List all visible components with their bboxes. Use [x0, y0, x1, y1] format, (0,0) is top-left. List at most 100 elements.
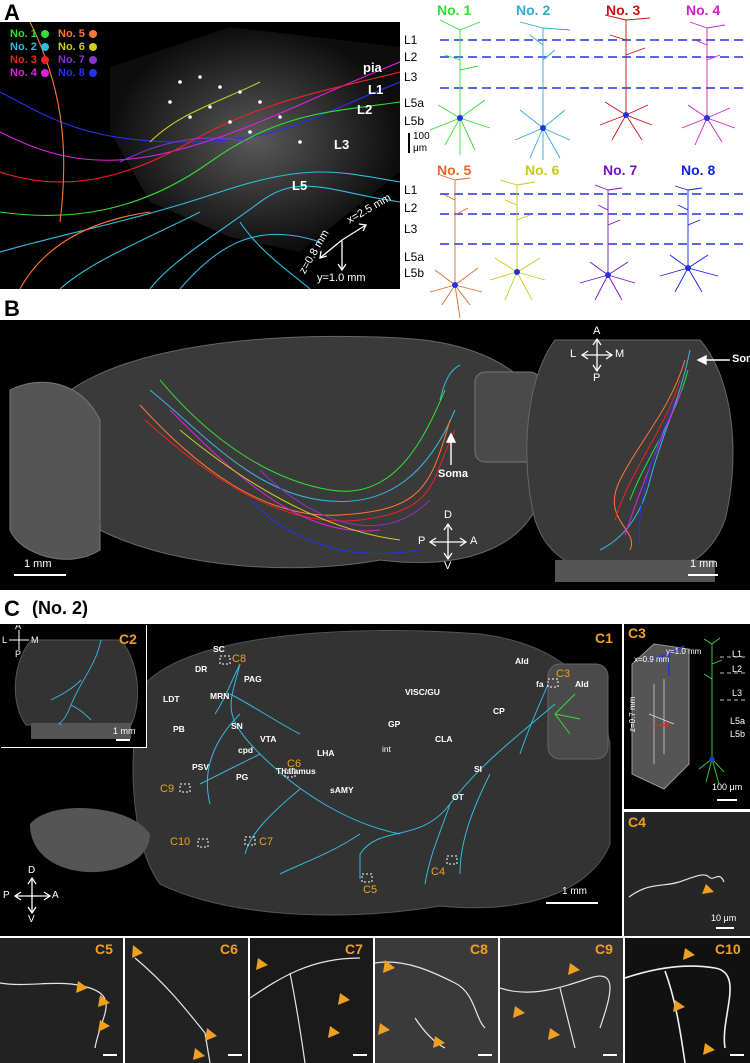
legend-no2: No. 2 — [10, 41, 37, 53]
neuron-title-no5: No. 5 — [437, 162, 472, 178]
c8-label: C8 — [470, 941, 488, 957]
neuron-title-no1: No. 1 — [437, 2, 472, 18]
c2-label: C2 — [119, 631, 137, 647]
scale-label-c3: 100 μm — [712, 782, 743, 792]
layer-l5a-top: L5a — [404, 96, 425, 110]
axis-v-c1: V — [28, 914, 35, 925]
axes-arrows-a — [319, 223, 367, 272]
panel-c10-image: C10 — [625, 938, 750, 1063]
scale-label-b-left: 1 mm — [24, 558, 52, 570]
region-fa: fa — [536, 679, 544, 689]
region-int: int — [382, 744, 391, 754]
region-sc: SC — [213, 644, 225, 654]
legend-no6: No. 6 — [58, 41, 85, 53]
region-sn: SN — [231, 721, 243, 731]
region-dr: DR — [195, 664, 208, 674]
panel-c3-drawing — [631, 637, 748, 801]
layer-l1-top: L1 — [404, 33, 418, 47]
panel-c2-brain — [9, 630, 139, 741]
panel-b-image: Soma Soma 1 mm 1 mm D V P A A P L M — [0, 320, 750, 590]
panel-b-brains — [9, 335, 734, 582]
soma-label-lateral: Soma — [438, 468, 468, 480]
callout-c8: C8 — [232, 653, 247, 665]
callout-c4: C4 — [431, 866, 446, 878]
axis-p-c1: P — [3, 890, 10, 901]
axis-p-b: P — [418, 535, 426, 547]
label-l5: L5 — [292, 178, 308, 193]
panel-a-image: No. 1 No. 5 No. 2 No. 6 No. 3 No. 7 No. … — [0, 22, 400, 289]
neuron-title-no4: No. 4 — [686, 2, 721, 18]
region-aid-2: AId — [575, 679, 589, 689]
c3-layer-l5b: L5b — [730, 729, 746, 739]
neuron-title-no6: No. 6 — [525, 162, 560, 178]
axis-p-b-dorsal: P — [593, 372, 601, 384]
layer-l2-top: L2 — [404, 50, 418, 64]
panel-c8-image: C8 — [375, 938, 498, 1063]
neuron-title-no2: No. 2 — [516, 2, 551, 18]
callout-c5: C5 — [363, 884, 378, 896]
legend-no4: No. 4 — [10, 67, 37, 79]
panel-c9-fiber — [500, 963, 617, 1056]
c3-layer-l2: L2 — [732, 664, 743, 674]
panel-c4-fiber — [628, 874, 734, 929]
axis-l-b-dorsal: L — [570, 348, 577, 360]
neuron-reconstructions-svg — [429, 14, 745, 319]
callout-c3: C3 — [556, 668, 571, 680]
c5-label: C5 — [95, 941, 113, 957]
panel-c-label: C — [4, 596, 20, 621]
callout-c9: C9 — [160, 783, 175, 795]
c1-label: C1 — [595, 630, 613, 646]
panel-c8-fiber — [375, 960, 492, 1056]
region-pag: PAG — [244, 674, 262, 684]
c9-label: C9 — [595, 941, 613, 957]
c7-label: C7 — [345, 941, 363, 957]
region-vta: VTA — [260, 734, 277, 744]
layer-l3-bottom: L3 — [404, 222, 418, 236]
scale-label-c1: 1 mm — [562, 886, 587, 897]
neuron-title-no3: No. 3 — [606, 2, 641, 18]
c4-label: C4 — [628, 814, 646, 830]
layer-l5b-top: L5b — [404, 114, 425, 128]
label-pia: pia — [363, 60, 382, 75]
layer-l1-bottom: L1 — [404, 183, 418, 197]
scale-label-c2: 1 mm — [113, 726, 136, 736]
panel-a-neurons — [0, 22, 400, 289]
panel-a-label: A — [4, 0, 20, 25]
region-samy: sAMY — [330, 785, 354, 795]
panel-c5-image: C5 — [0, 938, 123, 1063]
c6-label: C6 — [220, 941, 238, 957]
axis-d-b: D — [444, 509, 452, 521]
region-mrn: MRN — [210, 691, 230, 701]
legend-no1: No. 1 — [10, 28, 37, 40]
region-si: SI — [474, 764, 483, 774]
bottom-micrograph-row: C5 C6 C7 C8 C9 — [0, 938, 750, 1063]
c3-axis-y: y=1.0 mm — [666, 647, 702, 656]
axis-p-c2: P — [15, 649, 22, 659]
legend-no7: No. 7 — [58, 54, 85, 66]
region-aid: AId — [515, 656, 529, 666]
region-lha: LHA — [317, 748, 335, 758]
region-pg: PG — [236, 772, 249, 782]
axis-m-c2: M — [31, 635, 39, 645]
c3-axis-z: z=0.7 mm — [628, 696, 637, 732]
panel-c1-brain — [13, 630, 611, 916]
region-gp: GP — [388, 719, 401, 729]
legend-no5: No. 5 — [58, 28, 85, 40]
panel-c5-fiber — [0, 981, 117, 1056]
axis-a-b-dorsal: A — [593, 325, 601, 337]
panel-c6-fiber — [132, 945, 242, 1063]
region-cla: CLA — [435, 734, 453, 744]
panel-c6-image: C6 — [125, 938, 248, 1063]
panel-b-label: B — [4, 296, 20, 321]
panel-c2-image: C2 1 mm A P L M — [1, 625, 147, 748]
layer-l2-bottom: L2 — [404, 201, 418, 215]
region-ldt: LDT — [163, 694, 180, 704]
c3-layer-l5a: L5a — [730, 716, 746, 726]
panel-c1-image: C1 SC DR PAG LDT MRN PB SN VTA cpd PSV P… — [0, 624, 622, 936]
layer-l5b-bottom: L5b — [404, 266, 425, 280]
panel-c4-image: C4 10 μm — [624, 812, 750, 936]
c3-axis-x: x=0.9 mm — [634, 655, 670, 664]
scale-label-b-right: 1 mm — [690, 558, 718, 570]
panel-c-title: (No. 2) — [32, 598, 88, 618]
scale-label-c4: 10 μm — [711, 913, 737, 923]
